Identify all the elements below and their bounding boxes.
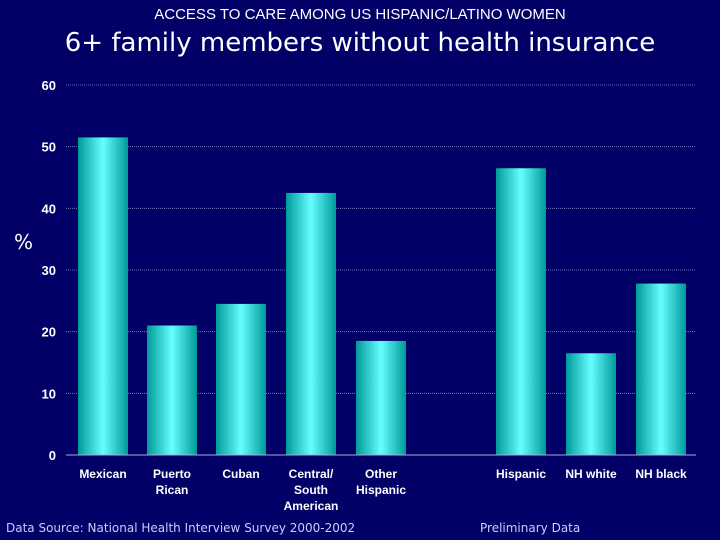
x-tick-label: Puerto Rican — [153, 467, 191, 497]
y-tick-label: 60 — [42, 78, 56, 93]
y-tick-label: 40 — [42, 201, 56, 216]
x-tick-label: NH white — [565, 467, 617, 481]
chart-title: 6+ family members without health insuran… — [64, 28, 656, 58]
preliminary-note: Preliminary Data — [480, 521, 581, 535]
bar — [147, 325, 197, 455]
x-tick-label: NH black — [635, 467, 687, 481]
y-tick-label: 20 — [42, 325, 56, 340]
y-tick-labels: 0 10 20 30 40 50 60 — [42, 78, 56, 463]
x-tick-label: Central/South American — [284, 467, 339, 513]
y-tick-label: 30 — [42, 263, 56, 278]
bars — [78, 137, 686, 455]
bar — [566, 353, 616, 455]
x-tick-label: Cuban — [222, 467, 259, 481]
bar — [636, 283, 686, 455]
x-tick-label: Hispanic — [496, 467, 546, 481]
bar — [216, 303, 266, 455]
bar — [286, 192, 336, 455]
x-tick-label: Mexican — [79, 467, 126, 481]
bar — [356, 340, 406, 455]
x-tick-labels: Mexican Puerto Rican Cuban Central/South Amer… — [79, 467, 687, 513]
x-tick-label: Other Hispanic — [356, 467, 406, 497]
y-tick-label: 10 — [42, 386, 56, 401]
bar — [78, 137, 128, 455]
bar — [496, 168, 546, 455]
supertitle: ACCESS TO CARE AMONG US HISPANIC/LATINO … — [154, 6, 566, 23]
y-tick-label: 50 — [42, 140, 56, 155]
y-tick-label: 0 — [49, 448, 56, 463]
y-axis-label: % — [14, 230, 34, 254]
data-source-note: Data Source: National Health Interview S… — [6, 521, 356, 535]
